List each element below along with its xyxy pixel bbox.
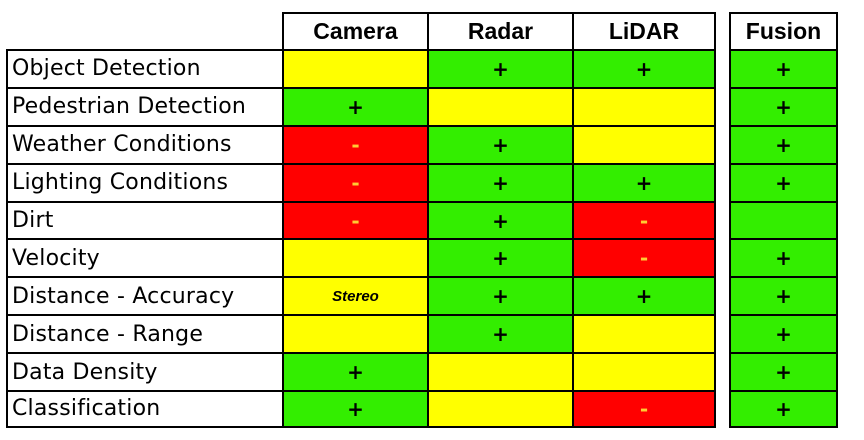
rating-plus: + xyxy=(775,322,792,347)
column-gap xyxy=(716,314,729,353)
column-header-fusion: Fusion xyxy=(729,12,838,49)
rating-cell-good: + xyxy=(729,390,838,428)
rating-cell-neutral xyxy=(427,390,572,428)
sensor-comparison-table: Camera Radar LiDAR Fusion Object Detection + +… xyxy=(6,12,838,428)
rating-cell-bad: - xyxy=(282,124,427,163)
rating-cell-neutral xyxy=(572,86,716,125)
rating-cell-good: + xyxy=(572,162,716,201)
rating-cell-good: + xyxy=(427,238,572,277)
rating-plus: + xyxy=(635,284,653,309)
column-gap xyxy=(716,352,729,391)
column-gap xyxy=(716,276,729,315)
rating-cell-neutral xyxy=(282,314,427,353)
rating-plus: + xyxy=(775,246,792,271)
rating-cell-good: + xyxy=(427,49,572,87)
rating-plus: + xyxy=(492,246,509,271)
column-header-radar: Radar xyxy=(427,12,572,49)
rating-plus: + xyxy=(347,360,364,385)
rating-cell-bad: - xyxy=(282,200,427,239)
row-label: Classification xyxy=(6,390,282,428)
column-gap xyxy=(716,49,729,87)
table-corner xyxy=(6,12,282,49)
rating-cell-good: + xyxy=(729,86,838,125)
rating-cell-good: + xyxy=(282,352,427,391)
rating-minus: - xyxy=(351,208,360,233)
rating-cell-neutral xyxy=(427,352,572,391)
rating-plus: + xyxy=(492,56,509,81)
column-gap xyxy=(716,86,729,125)
rating-cell-neutral xyxy=(282,238,427,277)
column-gap xyxy=(716,124,729,163)
rating-plus: + xyxy=(492,284,509,309)
column-gap xyxy=(716,200,729,239)
rating-cell-good: + xyxy=(729,352,838,391)
row-label: Lighting Conditions xyxy=(6,162,282,201)
rating-cell-good: + xyxy=(427,276,572,315)
rating-cell-good: + xyxy=(427,124,572,163)
rating-plus: + xyxy=(775,132,792,157)
column-gap xyxy=(716,390,729,428)
rating-plus: + xyxy=(492,132,509,157)
rating-plus: + xyxy=(492,208,509,233)
rating-cell-good: + xyxy=(729,238,838,277)
row-label: Pedestrian Detection xyxy=(6,86,282,125)
rating-cell-good: + xyxy=(729,276,838,315)
rating-cell-neutral xyxy=(572,314,716,353)
rating-plus: + xyxy=(492,170,509,195)
rating-cell-bad: - xyxy=(572,390,716,428)
rating-cell-good: + xyxy=(572,49,716,87)
rating-cell-good: + xyxy=(282,86,427,125)
rating-plus: + xyxy=(775,56,792,81)
rating-plus: + xyxy=(492,322,509,347)
rating-cell-good: + xyxy=(282,390,427,428)
rating-cell-good xyxy=(729,200,838,239)
rating-plus: + xyxy=(347,396,364,421)
rating-cell-good: + xyxy=(427,314,572,353)
rating-cell-neutral xyxy=(572,124,716,163)
rating-plus: + xyxy=(635,56,653,81)
column-gap xyxy=(716,238,729,277)
rating-cell-neutral: Stereo xyxy=(282,276,427,315)
rating-note: Stereo xyxy=(332,287,379,305)
rating-cell-good: + xyxy=(729,162,838,201)
rating-plus: + xyxy=(347,94,364,119)
rating-cell-good: + xyxy=(572,276,716,315)
column-gap xyxy=(716,12,729,49)
row-label: Dirt xyxy=(6,200,282,239)
row-label: Weather Conditions xyxy=(6,124,282,163)
rating-cell-good: + xyxy=(729,314,838,353)
column-header-lidar: LiDAR xyxy=(572,12,716,49)
rating-plus: + xyxy=(775,284,792,309)
row-label: Distance - Range xyxy=(6,314,282,353)
rating-minus: - xyxy=(639,396,649,421)
rating-minus: - xyxy=(351,170,360,195)
rating-minus: - xyxy=(351,132,360,157)
column-gap xyxy=(716,162,729,201)
rating-plus: + xyxy=(775,360,792,385)
rating-plus: + xyxy=(775,396,792,421)
rating-cell-good: + xyxy=(427,200,572,239)
rating-cell-good: + xyxy=(729,124,838,163)
rating-cell-good: + xyxy=(427,162,572,201)
rating-plus: + xyxy=(775,170,792,195)
rating-cell-good: + xyxy=(729,49,838,87)
row-label: Distance - Accuracy xyxy=(6,276,282,315)
row-label: Data Density xyxy=(6,352,282,391)
rating-minus: - xyxy=(639,246,649,271)
rating-cell-neutral xyxy=(572,352,716,391)
rating-cell-bad: - xyxy=(282,162,427,201)
rating-cell-bad: - xyxy=(572,238,716,277)
row-label: Velocity xyxy=(6,238,282,277)
rating-cell-neutral xyxy=(427,86,572,125)
rating-cell-neutral xyxy=(282,49,427,87)
rating-minus: - xyxy=(639,208,649,233)
row-label: Object Detection xyxy=(6,49,282,87)
column-header-camera: Camera xyxy=(282,12,427,49)
rating-cell-bad: - xyxy=(572,200,716,239)
rating-plus: + xyxy=(635,170,653,195)
rating-plus: + xyxy=(775,94,792,119)
